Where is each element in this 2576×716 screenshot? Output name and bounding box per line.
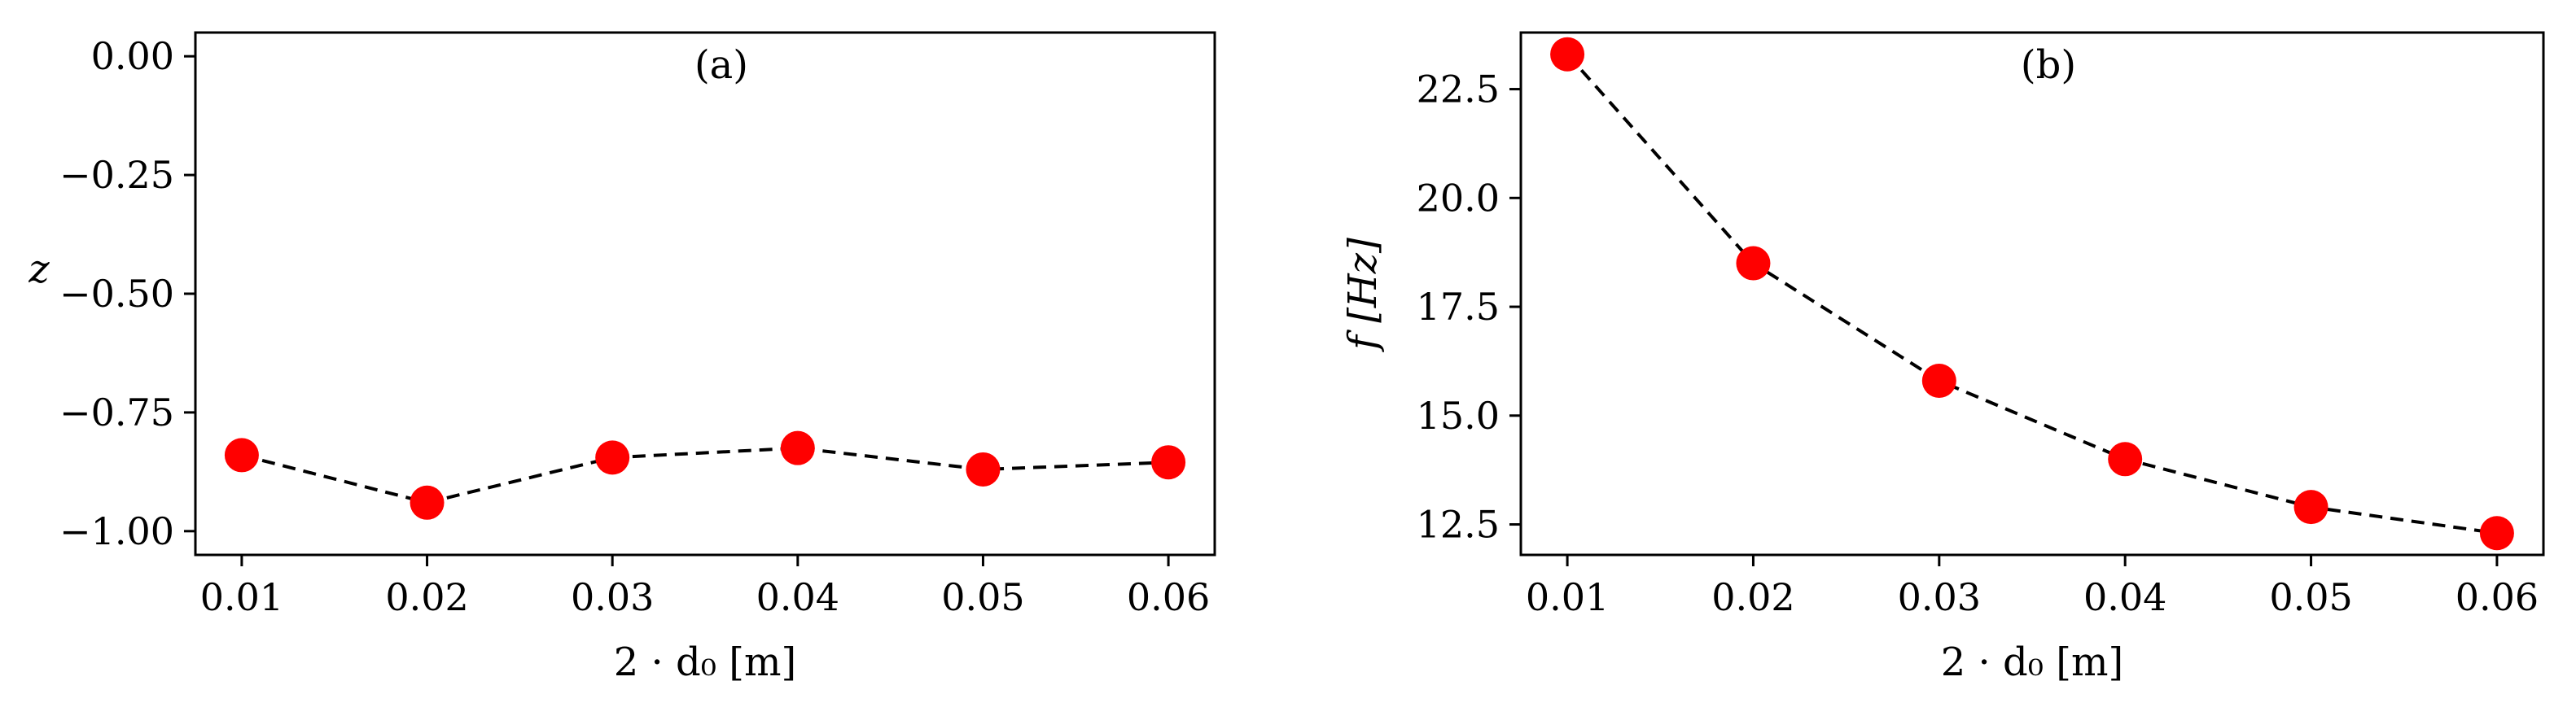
series-line bbox=[1566, 53, 2498, 535]
x-tick-label: 0.06 bbox=[1127, 575, 1210, 619]
x-tick-label: 0.04 bbox=[756, 575, 839, 619]
data-point bbox=[1151, 445, 1186, 480]
panel-label: (a) bbox=[694, 42, 748, 88]
panel-b: 0.01 0.02 0.03 0.04 0.05 0.06 12.5 15.0 17.5 20.0… bbox=[1340, 31, 2545, 685]
x-tick-label: 0.05 bbox=[941, 575, 1024, 619]
x-axis-label: 2 · d₀ [m] bbox=[614, 640, 797, 685]
panel-label: (b) bbox=[2021, 42, 2076, 88]
x-tick-label: 0.03 bbox=[571, 575, 654, 619]
data-point bbox=[2479, 516, 2514, 551]
data-point bbox=[1550, 37, 1585, 72]
y-tick-label: −0.75 bbox=[59, 391, 174, 434]
data-point bbox=[595, 440, 630, 475]
data-point bbox=[2293, 490, 2328, 525]
y-tick-label: 15.0 bbox=[1417, 394, 1500, 438]
plot-frame bbox=[1519, 31, 2545, 557]
data-point bbox=[780, 430, 815, 465]
y-tick-label: 20.0 bbox=[1417, 176, 1500, 220]
y-tick-label: −0.50 bbox=[59, 272, 174, 316]
data-point bbox=[1921, 364, 1956, 398]
series-line bbox=[241, 446, 1169, 504]
data-point bbox=[410, 485, 445, 520]
x-tick-label: 0.01 bbox=[200, 575, 283, 619]
x-tick-label: 0.03 bbox=[1898, 575, 1981, 619]
x-tick-label: 0.05 bbox=[2269, 575, 2352, 619]
x-tick-label: 0.02 bbox=[385, 575, 468, 619]
x-tick-label: 0.02 bbox=[1711, 575, 1794, 619]
y-axis-label: z bbox=[28, 247, 50, 292]
y-tick-label: −0.25 bbox=[59, 153, 174, 197]
x-tick-label: 0.06 bbox=[2456, 575, 2539, 619]
x-axis-label: 2 · d₀ [m] bbox=[1941, 640, 2124, 685]
plot-frame bbox=[194, 31, 1216, 557]
x-tick-label: 0.04 bbox=[2083, 575, 2166, 619]
y-tick-label: −1.00 bbox=[59, 509, 174, 553]
data-point bbox=[966, 452, 1001, 487]
data-point bbox=[2108, 442, 2143, 477]
data-point bbox=[224, 438, 259, 473]
y-axis-label: f [Hz] bbox=[1340, 238, 1386, 352]
y-tick-label: 0.00 bbox=[91, 34, 174, 78]
y-tick-label: 12.5 bbox=[1417, 503, 1500, 547]
y-tick-label: 17.5 bbox=[1417, 285, 1500, 329]
panel-a: 0.01 0.02 0.03 0.04 0.05 0.06 0.00 −0.25 −0.50 −0… bbox=[28, 31, 1216, 685]
x-tick-label: 0.01 bbox=[1526, 575, 1609, 619]
y-tick-label: 22.5 bbox=[1417, 68, 1500, 111]
data-point bbox=[1736, 246, 1771, 281]
